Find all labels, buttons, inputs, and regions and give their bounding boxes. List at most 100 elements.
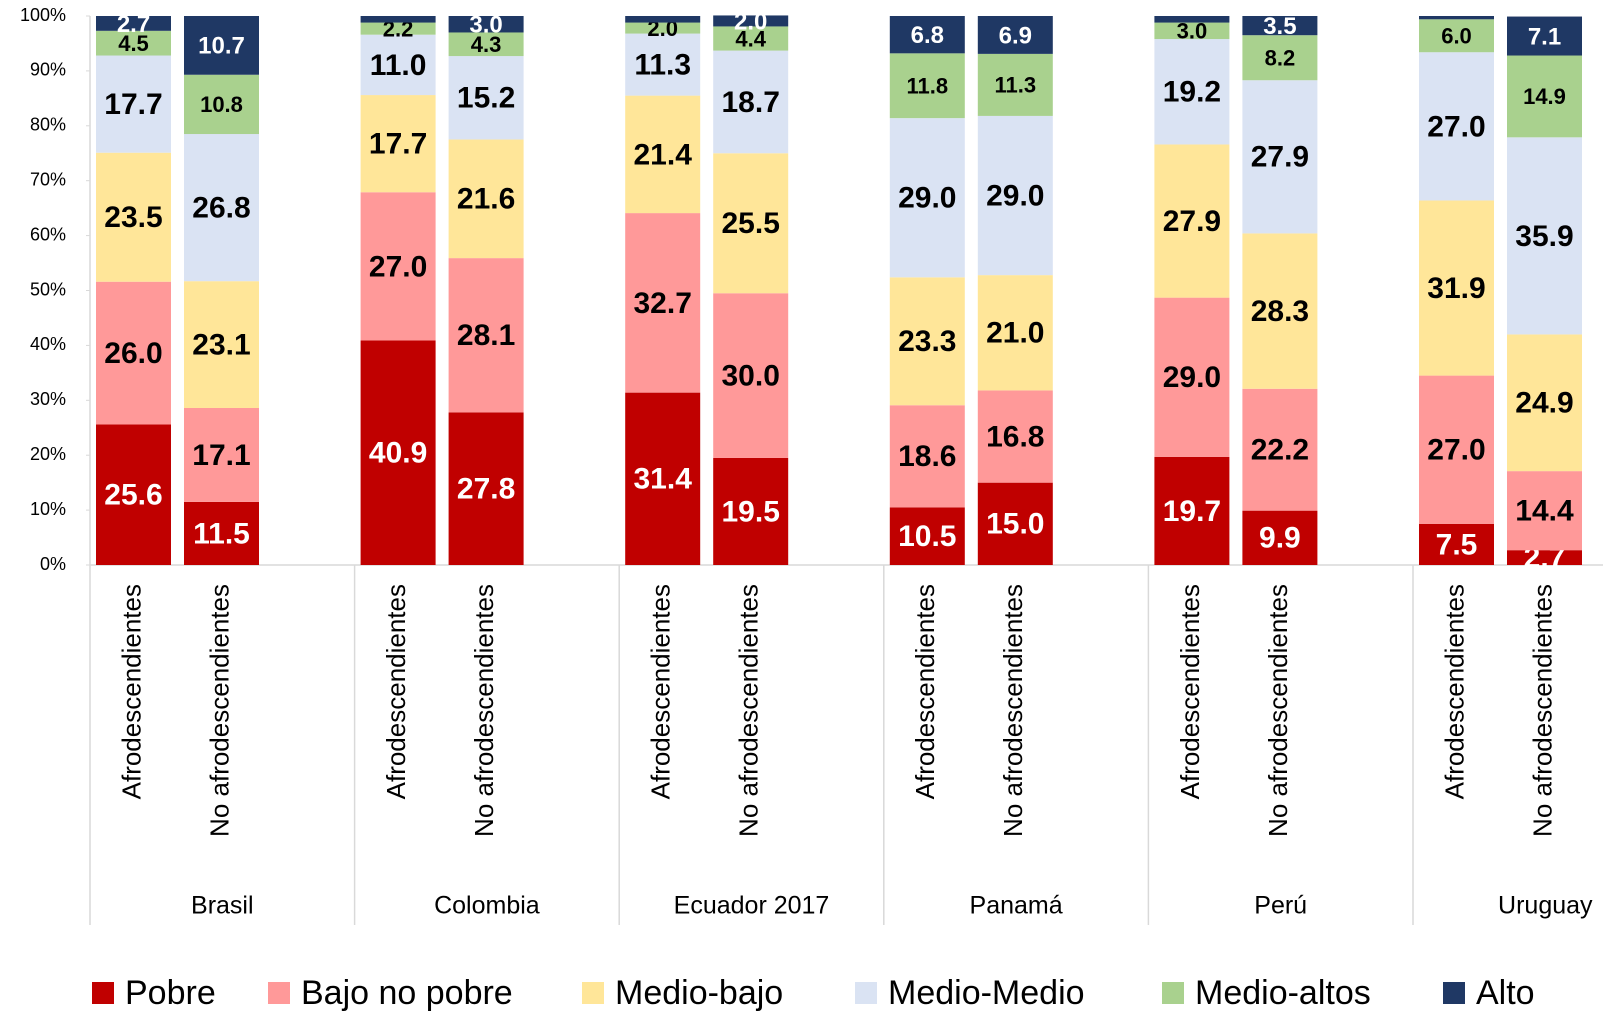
bar-segment <box>1507 137 1582 335</box>
y-tick-label: 50% <box>30 279 66 299</box>
bar-segment <box>625 95 701 214</box>
bar-segment <box>360 340 436 565</box>
legend-swatch <box>92 982 114 1004</box>
x-tick-label: Afrodescendientes <box>116 584 146 799</box>
bar-segment <box>1154 39 1230 145</box>
bar-segment <box>360 192 436 341</box>
x-tick-label: No afrodescendientes <box>1263 584 1293 837</box>
x-tick-label: No afrodescendientes <box>1527 584 1557 837</box>
data-label: 11.3 <box>634 49 691 82</box>
bar-segment <box>1419 523 1494 565</box>
bar-segment <box>184 16 259 75</box>
bar-segment <box>713 457 789 565</box>
data-label: 27.0 <box>1427 434 1485 467</box>
data-label: 30.0 <box>722 360 780 393</box>
legend-swatch <box>268 982 290 1004</box>
data-label: 10.8 <box>200 92 243 117</box>
bar-segment <box>713 153 789 294</box>
bar-segment <box>1419 200 1494 376</box>
data-label: 21.4 <box>634 138 693 171</box>
x-tick-label: No afrodescendientes <box>998 584 1028 837</box>
data-label: 25.6 <box>104 479 162 512</box>
legend-label: Medio-bajo <box>615 974 783 1012</box>
bar-segment <box>889 118 965 278</box>
data-label: 9.9 <box>1259 522 1301 555</box>
bar-segment <box>889 53 965 119</box>
x-tick-label: Afrodescendientes <box>910 584 940 799</box>
data-label: 8.2 <box>1265 46 1296 71</box>
data-label: 26.0 <box>104 337 162 370</box>
y-tick-label: 80% <box>30 115 66 135</box>
data-label: 11.8 <box>906 74 948 99</box>
data-label: 27.8 <box>457 473 515 506</box>
legend-label: Medio-Medio <box>888 974 1085 1012</box>
bar-segment <box>1507 471 1582 551</box>
y-tick-label: 30% <box>30 389 66 409</box>
data-label: 25.5 <box>722 207 780 240</box>
group-label: Perú <box>1254 892 1307 920</box>
y-tick-label: 20% <box>30 444 66 464</box>
bar-segment <box>1242 80 1318 234</box>
bar-segment <box>1242 388 1318 511</box>
data-label: 29.0 <box>1163 361 1221 394</box>
data-label: 2.0 <box>734 8 767 35</box>
bar-segment <box>1507 16 1582 56</box>
data-label: 18.7 <box>722 86 780 119</box>
data-label: 4.3 <box>471 32 502 57</box>
x-tick-label: No afrodescendientes <box>469 584 499 837</box>
bar-segment <box>184 407 259 502</box>
bar-segment <box>1419 375 1494 524</box>
bar-segment <box>1154 16 1230 23</box>
bar-segment <box>889 507 965 565</box>
data-label: 21.6 <box>457 183 515 216</box>
bar-segment <box>625 16 701 23</box>
bar-segment <box>977 16 1053 54</box>
data-label: 17.1 <box>192 439 250 472</box>
x-tick-label: Afrodescendientes <box>381 584 411 799</box>
bar-segment <box>1154 22 1230 40</box>
bar-segment <box>977 275 1053 391</box>
bar-segment <box>448 412 524 565</box>
group-label: Panamá <box>970 892 1063 920</box>
bar-segment <box>96 281 171 425</box>
data-label: 27.9 <box>1163 205 1221 238</box>
data-label: 40.9 <box>369 437 427 470</box>
bar-segment <box>977 482 1053 565</box>
legend-swatch <box>855 982 877 1004</box>
data-label: 15.2 <box>457 82 515 115</box>
data-label: 31.4 <box>634 463 693 496</box>
bar-segment <box>625 213 701 393</box>
bar-segment <box>1419 16 1494 20</box>
data-label: 10.7 <box>198 33 245 60</box>
data-label: 18.6 <box>898 440 956 473</box>
data-label: 27.0 <box>1427 110 1485 143</box>
bar-segment <box>448 258 524 413</box>
bar-segment <box>1507 550 1582 565</box>
data-label: 7.5 <box>1436 528 1478 561</box>
legend-label: Medio-altos <box>1195 974 1371 1012</box>
data-label: 27.0 <box>369 250 427 283</box>
bar-segment <box>713 50 789 154</box>
bar-segment <box>625 392 701 565</box>
data-label: 21.0 <box>986 317 1044 350</box>
data-label: 23.3 <box>898 325 956 358</box>
bar-segment <box>360 22 436 35</box>
bar-segment <box>360 34 436 96</box>
data-label: 19.7 <box>1163 495 1221 528</box>
data-label: 27.9 <box>1251 141 1309 174</box>
bar-segment <box>1419 19 1494 53</box>
bar-segment <box>184 134 259 282</box>
data-label: 15.0 <box>986 508 1044 541</box>
data-label: 11.3 <box>994 73 1036 98</box>
bar-segment <box>977 390 1053 483</box>
group-label: Uruguay <box>1498 892 1593 920</box>
bar-segment <box>448 16 524 33</box>
bar-segment <box>1242 16 1318 36</box>
data-label: 19.2 <box>1163 76 1221 109</box>
bar-segment <box>713 15 789 27</box>
bar-segment <box>1242 35 1318 81</box>
data-label: 10.5 <box>898 520 956 553</box>
data-label: 23.5 <box>104 201 162 234</box>
bar-segment <box>96 55 171 153</box>
